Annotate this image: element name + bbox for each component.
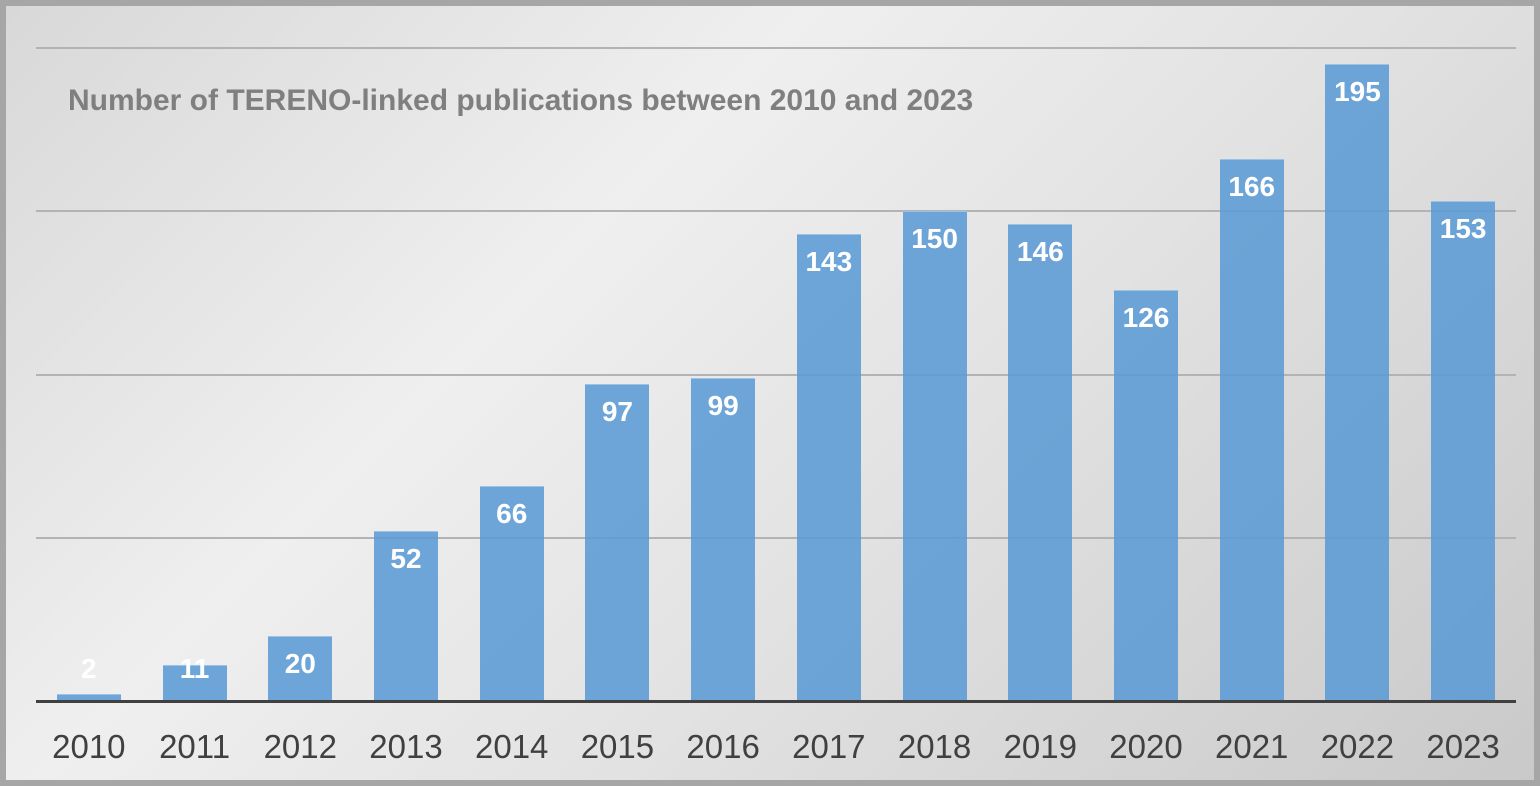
data-label: 99 bbox=[707, 389, 739, 421]
gridline bbox=[36, 47, 1516, 49]
bar-2015 bbox=[585, 384, 650, 701]
bar-2011 bbox=[162, 665, 227, 701]
bar-2021 bbox=[1219, 159, 1284, 701]
bar-2010 bbox=[56, 694, 121, 701]
x-tick-label: 2015 bbox=[580, 728, 655, 765]
x-tick-label: 2021 bbox=[1214, 728, 1289, 765]
x-tick-label: 2013 bbox=[369, 728, 443, 765]
data-label: 126 bbox=[1122, 301, 1170, 333]
x-tick-label: 2019 bbox=[1003, 728, 1077, 765]
x-tick-label: 2011 bbox=[159, 728, 231, 765]
x-tick-label: 2022 bbox=[1320, 728, 1395, 765]
x-tick-label: 2018 bbox=[897, 728, 972, 765]
data-label: 52 bbox=[390, 543, 422, 575]
bar-2016 bbox=[691, 377, 756, 701]
x-tick-label: 2023 bbox=[1426, 728, 1500, 765]
data-label: 153 bbox=[1439, 213, 1487, 245]
chart-title: Number of TERENO-linked publications bet… bbox=[68, 84, 974, 117]
data-label: 150 bbox=[911, 223, 958, 255]
bar-2013 bbox=[374, 531, 438, 701]
bar-2020 bbox=[1114, 289, 1178, 701]
x-tick-label: 2020 bbox=[1109, 728, 1183, 765]
x-tick-label: 2016 bbox=[686, 728, 760, 765]
bar-2018 bbox=[902, 211, 967, 701]
x-tick-label: 2012 bbox=[263, 728, 337, 765]
x-tick-label: 2010 bbox=[52, 728, 126, 765]
data-label: 20 bbox=[284, 647, 316, 679]
data-label: 2 bbox=[81, 653, 97, 684]
data-label: 11 bbox=[179, 653, 210, 684]
bar-2017 bbox=[796, 234, 861, 701]
data-label: 66 bbox=[496, 497, 528, 529]
data-label: 146 bbox=[1016, 236, 1064, 268]
bar-2012 bbox=[268, 635, 333, 701]
x-tick-label: 2014 bbox=[474, 728, 549, 765]
gridline bbox=[36, 373, 1516, 376]
data-label: 97 bbox=[601, 396, 633, 428]
x-tick-label: 2017 bbox=[792, 728, 866, 765]
data-label: 143 bbox=[805, 246, 853, 278]
bar-2022 bbox=[1325, 64, 1390, 701]
bar-2014 bbox=[479, 485, 544, 701]
bar-2019 bbox=[1008, 224, 1073, 701]
x-axis-line bbox=[36, 700, 1516, 703]
gridline bbox=[36, 536, 1516, 539]
plot-area: 2 2010 11 2011 20 2012 52 2013 66 2014 97 2015 99 201… bbox=[6, 6, 1534, 780]
bar-2023 bbox=[1431, 201, 1496, 701]
gridline bbox=[36, 210, 1516, 213]
data-label: 166 bbox=[1228, 171, 1276, 202]
data-label: 195 bbox=[1334, 76, 1381, 108]
